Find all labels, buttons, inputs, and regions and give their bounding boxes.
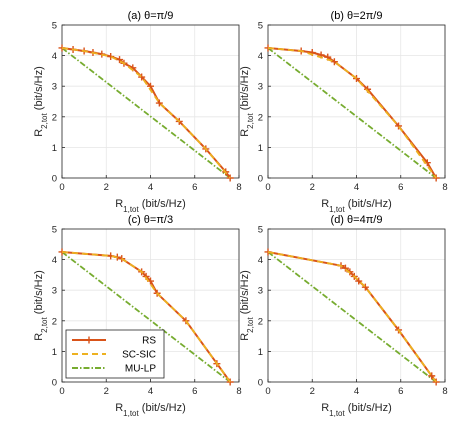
rs-data-point <box>361 283 369 291</box>
x-tick-label: 0 <box>59 182 64 193</box>
y-axis-label: R2,tot (bit/s/Hz) <box>33 270 49 341</box>
x-tick-label: 2 <box>104 386 109 397</box>
x-axis-label: R1,tot (bit/s/Hz) <box>321 402 392 418</box>
y-axis-label: R2,tot (bit/s/Hz) <box>239 270 255 341</box>
x-tick-label: 8 <box>236 386 241 397</box>
x-tick-label: 6 <box>398 182 403 193</box>
y-tick-label: 1 <box>258 347 263 358</box>
legend-label: SC-SIC <box>122 350 156 361</box>
y-tick-label: 4 <box>258 51 263 62</box>
series-mu-lp-line <box>61 47 231 179</box>
series-mu-lp-line <box>267 47 437 179</box>
x-axis-label: R1,tot (bit/s/Hz) <box>321 198 392 214</box>
panel-b: 0 2 4 6 8 0 1 2 3 4 5 (b) θ=2π/9 R1,tot (bit/s/Hz) R2… <box>239 10 448 214</box>
legend-marker <box>85 336 93 344</box>
rs-data-point <box>116 56 124 64</box>
y-tick-label: 0 <box>52 378 57 389</box>
y-tick-label: 0 <box>258 174 263 185</box>
series-mu-lp-line <box>61 251 231 383</box>
y-tick-label: 2 <box>258 112 263 123</box>
y-tick-label: 4 <box>258 255 263 266</box>
rs-data-point <box>138 73 146 81</box>
x-tick-label: 2 <box>104 182 109 193</box>
series-sc-sic-line <box>61 251 231 383</box>
y-tick-label: 1 <box>52 347 57 358</box>
x-tick-label: 2 <box>310 386 315 397</box>
rs-data-point <box>432 378 440 386</box>
y-tick-label: 5 <box>258 21 263 32</box>
panel-c: 0 2 4 6 8 0 1 2 3 4 5 (c) θ=π/3 R1,tot (bit/s/Hz) R2,… <box>33 214 242 418</box>
legend-label: MU-LP <box>125 364 156 375</box>
y-tick-label: 5 <box>258 225 263 236</box>
rs-data-point <box>395 122 403 130</box>
x-tick-label: 4 <box>354 386 359 397</box>
y-tick-label: 1 <box>258 143 263 154</box>
rs-data-point <box>107 53 115 61</box>
rs-data-point <box>155 99 163 107</box>
y-tick-label: 1 <box>52 143 57 154</box>
x-tick-label: 0 <box>265 182 270 193</box>
panel-title: (a) θ=π/9 <box>128 10 174 22</box>
series-sc-sic-line <box>267 47 437 179</box>
y-tick-label: 2 <box>52 316 57 327</box>
rs-data-point <box>341 264 349 272</box>
panel-d: 0 2 4 6 8 0 1 2 3 4 5 (d) θ=4π/9 R1,tot (bit/s/Hz) R2… <box>239 214 448 418</box>
y-tick-label: 5 <box>52 21 57 32</box>
x-tick-label: 4 <box>148 386 153 397</box>
series-sc-sic-line <box>61 47 231 179</box>
y-tick-label: 3 <box>258 286 263 297</box>
panel-a: 0 2 4 6 8 0 1 2 3 4 5 (a) θ=π/9 R1,tot (bit/s/Hz) R2,… <box>33 10 242 214</box>
x-tick-label: 8 <box>442 182 447 193</box>
y-tick-label: 4 <box>52 255 57 266</box>
y-tick-label: 3 <box>52 82 57 93</box>
x-tick-label: 0 <box>265 386 270 397</box>
x-axis-label: R1,tot (bit/s/Hz) <box>115 198 186 214</box>
x-tick-label: 6 <box>398 386 403 397</box>
rs-data-point <box>353 75 360 83</box>
x-tick-label: 0 <box>59 386 64 397</box>
y-tick-label: 2 <box>52 112 57 123</box>
x-tick-label: 8 <box>442 386 447 397</box>
rs-data-point <box>355 277 363 285</box>
x-tick-label: 6 <box>192 386 197 397</box>
panel-title: (b) θ=2π/9 <box>331 10 383 22</box>
y-tick-label: 4 <box>52 51 57 62</box>
legend: RS SC-SIC MU-LP <box>65 329 165 379</box>
rs-data-point <box>432 174 440 182</box>
x-tick-label: 6 <box>192 182 197 193</box>
x-tick-label: 2 <box>310 182 315 193</box>
panel-title: (d) θ=4π/9 <box>331 214 383 226</box>
rs-data-point <box>428 372 436 380</box>
y-axis-label: R2,tot (bit/s/Hz) <box>33 66 49 137</box>
x-tick-label: 4 <box>354 182 359 193</box>
y-tick-label: 0 <box>52 174 57 185</box>
y-tick-label: 5 <box>52 225 57 236</box>
panel-title: (c) θ=π/3 <box>128 214 173 226</box>
series-sc-sic-line <box>267 251 437 383</box>
x-axis-label: R1,tot (bit/s/Hz) <box>115 402 186 418</box>
y-tick-label: 3 <box>52 286 57 297</box>
x-tick-label: 8 <box>236 182 241 193</box>
series-mu-lp-line <box>267 251 437 383</box>
y-tick-label: 0 <box>258 378 263 389</box>
y-tick-label: 2 <box>258 316 263 327</box>
y-axis-label: R2,tot (bit/s/Hz) <box>239 66 255 137</box>
y-tick-label: 3 <box>258 82 263 93</box>
legend-label: RS <box>142 336 156 347</box>
x-tick-label: 4 <box>148 182 153 193</box>
